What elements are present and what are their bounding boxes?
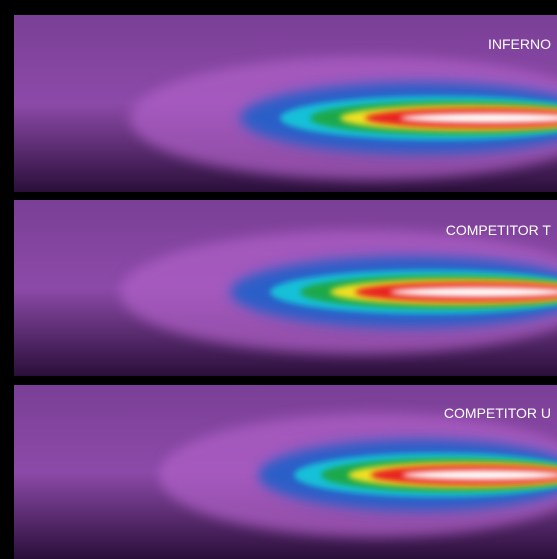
panel: INFERNO	[14, 15, 557, 192]
panel-label: COMPETITOR U	[444, 405, 551, 421]
panel: COMPETITOR T	[14, 200, 557, 376]
panel-label: COMPETITOR T	[446, 222, 552, 238]
panel-label: INFERNO	[488, 36, 551, 52]
panel: COMPETITOR U	[14, 385, 557, 559]
